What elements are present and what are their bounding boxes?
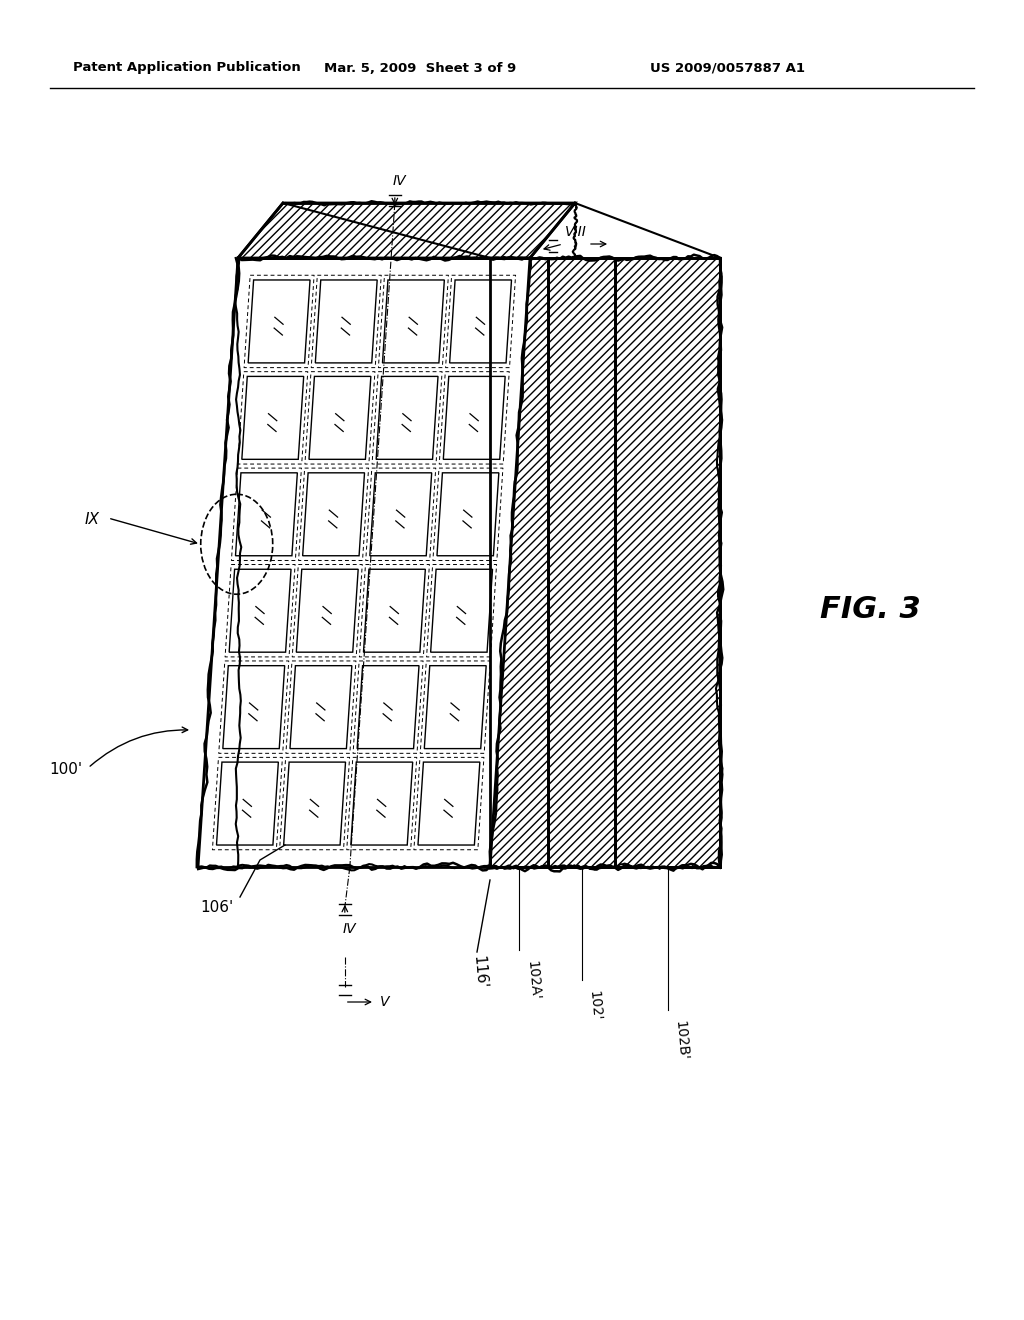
Text: US 2009/0057887 A1: US 2009/0057887 A1 [650,62,805,74]
PathPatch shape [242,376,304,459]
PathPatch shape [248,280,310,363]
PathPatch shape [376,376,438,459]
PathPatch shape [290,665,352,748]
PathPatch shape [315,280,377,363]
Text: Patent Application Publication: Patent Application Publication [73,62,301,74]
PathPatch shape [615,257,720,867]
PathPatch shape [431,569,493,652]
Text: 102': 102' [587,990,603,1022]
Text: 102A': 102A' [524,960,542,1001]
PathPatch shape [296,569,358,652]
PathPatch shape [443,376,505,459]
PathPatch shape [370,473,432,556]
Text: 102B': 102B' [673,1020,690,1061]
Text: 116': 116' [470,954,487,990]
Text: 100': 100' [49,763,82,777]
Text: IV: IV [393,174,407,187]
PathPatch shape [424,665,486,748]
PathPatch shape [223,665,285,748]
Text: IX: IX [85,512,100,528]
PathPatch shape [309,376,371,459]
PathPatch shape [284,762,345,845]
PathPatch shape [229,569,291,652]
Text: V: V [380,995,389,1008]
PathPatch shape [418,762,480,845]
Text: Mar. 5, 2009  Sheet 3 of 9: Mar. 5, 2009 Sheet 3 of 9 [324,62,516,74]
Text: FIG. 3: FIG. 3 [820,595,921,624]
Text: VIII: VIII [565,224,587,239]
PathPatch shape [437,473,499,556]
PathPatch shape [303,473,365,556]
PathPatch shape [351,762,413,845]
Text: IV: IV [343,921,356,936]
PathPatch shape [216,762,279,845]
PathPatch shape [490,257,548,867]
PathPatch shape [364,569,425,652]
PathPatch shape [238,203,575,257]
PathPatch shape [236,473,297,556]
Text: 106': 106' [201,900,233,915]
PathPatch shape [198,257,530,867]
PathPatch shape [383,280,444,363]
PathPatch shape [548,257,615,867]
PathPatch shape [357,665,419,748]
PathPatch shape [450,280,512,363]
